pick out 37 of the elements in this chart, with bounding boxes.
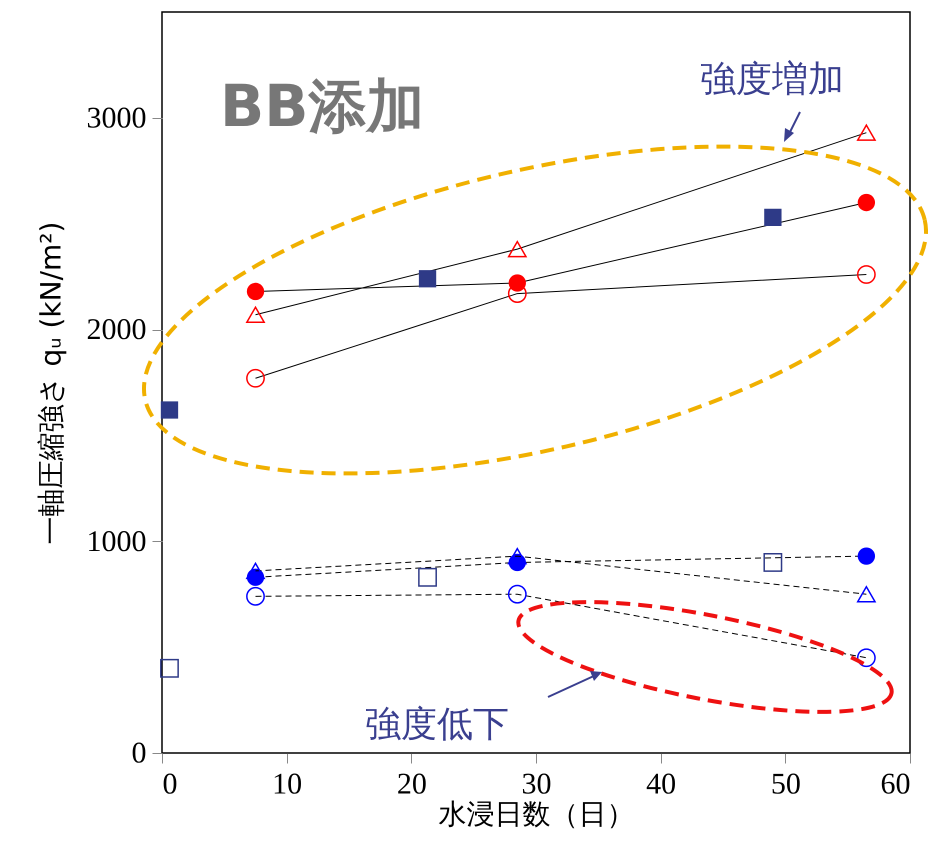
point bbox=[856, 265, 876, 284]
x-axis-title: 水浸日数（日） bbox=[438, 798, 634, 830]
point bbox=[508, 584, 527, 604]
y-tick-label: 2000 bbox=[86, 313, 146, 346]
point bbox=[508, 240, 527, 258]
x-tick-label: 20 bbox=[396, 768, 427, 800]
point bbox=[246, 306, 265, 323]
annotation: 強度低下 bbox=[365, 703, 509, 747]
y-tick-label: 0 bbox=[132, 736, 146, 770]
point bbox=[856, 648, 876, 668]
y-tick-label: 3000 bbox=[86, 101, 146, 134]
point bbox=[763, 553, 782, 572]
x-tick-label: 40 bbox=[646, 768, 676, 800]
x-tick-label: 30 bbox=[522, 768, 552, 800]
point bbox=[160, 658, 179, 678]
point bbox=[246, 586, 265, 606]
point bbox=[246, 282, 264, 300]
annotation: BB添加 bbox=[220, 71, 424, 142]
point bbox=[246, 562, 265, 580]
x-tick-label: 0 bbox=[162, 768, 178, 800]
point bbox=[246, 368, 265, 388]
point bbox=[508, 548, 527, 564]
point bbox=[764, 208, 782, 226]
point bbox=[160, 401, 178, 419]
x-tick-label: 60 bbox=[880, 768, 910, 800]
point bbox=[856, 586, 876, 602]
x-tick-label: 10 bbox=[272, 768, 302, 800]
point bbox=[508, 274, 526, 292]
x-tick-label: 50 bbox=[770, 768, 801, 800]
point bbox=[856, 124, 876, 141]
point bbox=[858, 547, 876, 565]
point bbox=[418, 270, 436, 288]
y-tick-label: 1000 bbox=[86, 524, 146, 558]
annotation: 強度増加 bbox=[700, 58, 844, 102]
point bbox=[858, 194, 876, 212]
point bbox=[418, 568, 437, 587]
y-axis-title: 一軸圧縮強さ qᵤ (kN/m²) bbox=[34, 222, 68, 544]
